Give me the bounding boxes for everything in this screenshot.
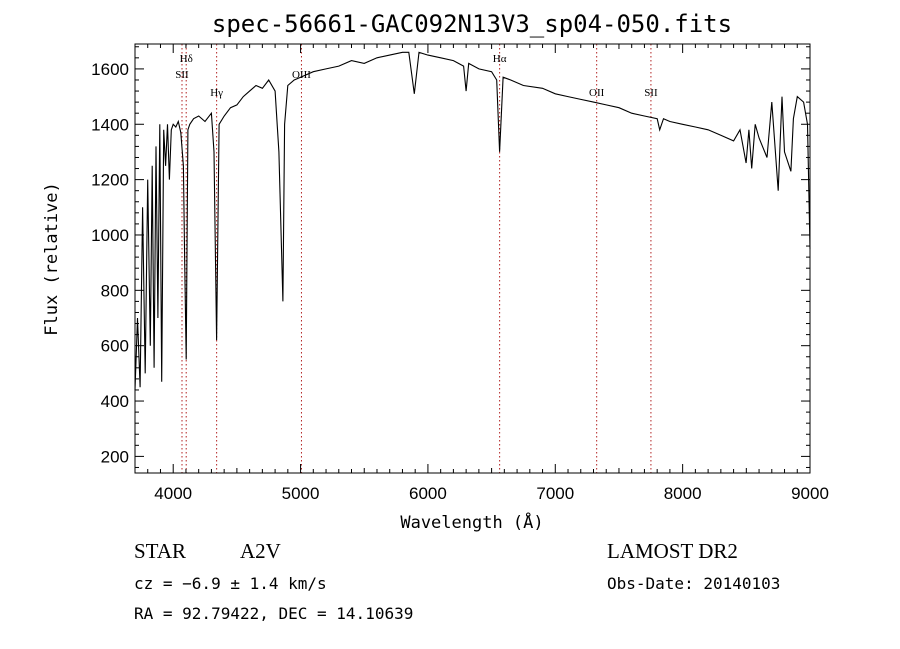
x-tick-label: 9000	[791, 484, 829, 503]
line-marker-labels: Hδ SII Hγ OIII Hα OII SII	[175, 53, 658, 99]
object-subclass: A2V	[240, 539, 281, 563]
x-tick-label: 5000	[282, 484, 320, 503]
redshift-info: cz = −6.9 ± 1.4 km/s	[134, 574, 327, 593]
y-tick-label: 400	[101, 392, 129, 411]
x-tick-label: 4000	[154, 484, 192, 503]
obs-date: Obs-Date: 20140103	[607, 574, 780, 593]
y-tick-label: 1600	[91, 60, 129, 79]
line-markers	[181, 44, 652, 473]
line-marker-label: Hα	[493, 53, 507, 65]
chart-title: spec-56661-GAC092N13V3_sp04-050.fits	[212, 10, 732, 38]
x-axis-ticks: 4000 5000 6000 7000 8000 9000	[147, 44, 829, 503]
line-marker-label: OIII	[292, 69, 311, 81]
y-tick-label: 1400	[91, 115, 129, 134]
x-tick-label: 7000	[536, 484, 574, 503]
line-marker-label: OII	[589, 87, 605, 99]
object-class: STAR	[134, 539, 186, 563]
y-axis-label: Flux (relative)	[42, 182, 62, 336]
y-tick-label: 600	[101, 337, 129, 356]
y-tick-label: 800	[101, 281, 129, 300]
y-tick-label: 1200	[91, 171, 129, 190]
survey-name: LAMOST DR2	[607, 539, 738, 563]
line-marker-label: Hδ	[180, 53, 193, 65]
coordinates: RA = 92.79422, DEC = 14.10639	[134, 604, 413, 623]
line-marker-label: SII	[175, 69, 189, 81]
line-marker-label: Hγ	[210, 87, 223, 99]
y-axis-ticks: 200 400 600 800 1000 1200 1400 1600	[91, 46, 810, 468]
x-axis-label: Wavelength (Å)	[400, 511, 543, 533]
x-tick-label: 8000	[664, 484, 702, 503]
y-tick-label: 1000	[91, 226, 129, 245]
y-tick-label: 200	[101, 447, 129, 466]
spectrum-line	[134, 51, 811, 391]
plot-frame	[134, 43, 811, 474]
line-marker-label: SII	[644, 87, 658, 99]
x-tick-label: 6000	[409, 484, 447, 503]
